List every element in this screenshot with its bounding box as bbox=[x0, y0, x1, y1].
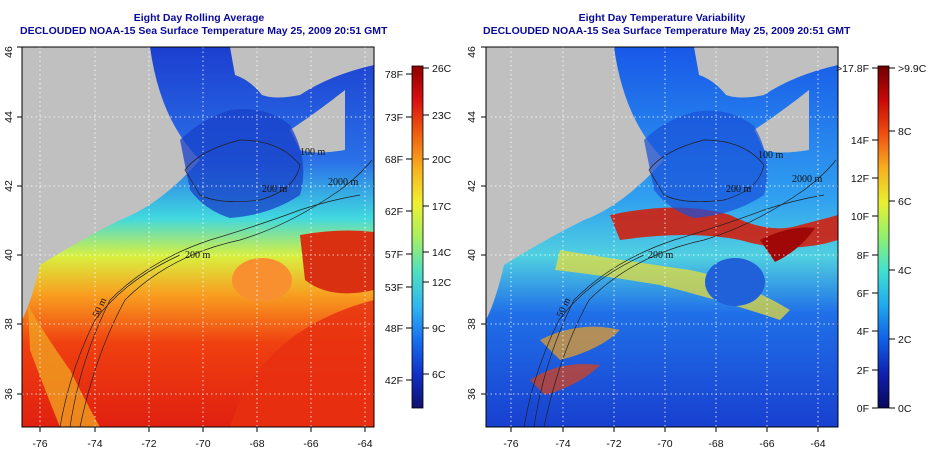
left-colorbar-f-label: 53F bbox=[385, 282, 403, 294]
left-isobaths bbox=[59, 139, 373, 427]
right-map bbox=[486, 47, 838, 427]
right-x-tick: -64 bbox=[810, 438, 825, 450]
right-x-tick: -72 bbox=[606, 438, 621, 450]
right-colorbar-c-label: 2C bbox=[898, 334, 912, 346]
right-contour-label-200m-b: 200 m bbox=[726, 184, 752, 195]
left-y-tick: 46 bbox=[3, 46, 15, 58]
left-colorbar-f-label: 57F bbox=[385, 249, 403, 261]
right-title-line2: DECLOUDED NOAA-15 Sea Surface Temperatur… bbox=[483, 25, 851, 37]
right-y-tick: 36 bbox=[466, 388, 478, 400]
left-colorbar-c-label: 23C bbox=[432, 110, 452, 122]
right-colorbar-c-label: 0C bbox=[898, 403, 912, 415]
left-contour-label-200m-a: 200 m bbox=[185, 250, 211, 261]
right-colorbar-f-label: 4F bbox=[857, 326, 869, 338]
left-colorbar-c-label: 17C bbox=[432, 201, 452, 213]
left-y-tick: 44 bbox=[3, 111, 15, 123]
left-x-axis bbox=[39, 427, 366, 432]
left-colorbar-ticks bbox=[406, 67, 429, 381]
right-y-axis bbox=[481, 46, 486, 395]
left-colorbar-c-label: 14C bbox=[432, 247, 452, 259]
right-x-tick: -68 bbox=[708, 438, 723, 450]
right-colorbar-f-label: 6F bbox=[857, 288, 869, 300]
left-title-line2: DECLOUDED NOAA-15 Sea Surface Temperatur… bbox=[20, 25, 388, 37]
left-colorbar-f-label: 78F bbox=[385, 69, 403, 81]
left-map bbox=[22, 47, 374, 427]
left-title: Eight Day Rolling Average DECLOUDED NOAA… bbox=[20, 12, 388, 38]
left-y-tick: 38 bbox=[3, 318, 15, 330]
left-x-tick: -66 bbox=[303, 438, 318, 450]
right-colorbar bbox=[877, 65, 890, 409]
right-x-tick: -76 bbox=[503, 438, 518, 450]
left-title-line1: Eight Day Rolling Average bbox=[133, 12, 265, 24]
right-contour-label-2000m: 2000 m bbox=[792, 174, 823, 185]
left-land-west bbox=[22, 47, 200, 265]
left-colorbar-c-label: 26C bbox=[432, 63, 452, 75]
right-y-tick: 42 bbox=[466, 180, 478, 192]
right-y-tick: 46 bbox=[466, 46, 478, 58]
left-x-tick: -76 bbox=[32, 438, 47, 450]
right-colorbar-f-label: 12F bbox=[851, 173, 869, 185]
right-y-tick: 40 bbox=[466, 249, 478, 261]
left-colorbar-c-label: 9C bbox=[432, 323, 446, 335]
right-colorbar-c-label: 4C bbox=[898, 265, 912, 277]
left-colorbar bbox=[411, 65, 424, 409]
left-contour-label-100m: 100 m bbox=[300, 147, 326, 158]
left-x-tick: -74 bbox=[87, 438, 102, 450]
right-y-tick: 38 bbox=[466, 318, 478, 330]
left-y-tick: 40 bbox=[3, 249, 15, 261]
right-colorbar-f-label: >17.8F bbox=[836, 63, 869, 75]
left-y-axis bbox=[17, 46, 22, 395]
left-grid bbox=[22, 47, 374, 427]
right-x-axis bbox=[510, 427, 819, 432]
left-x-tick: -70 bbox=[195, 438, 210, 450]
left-land-north bbox=[230, 47, 374, 98]
right-colorbar-c-label: >9.9C bbox=[898, 63, 927, 75]
right-colorbar-f-label: 0F bbox=[857, 403, 869, 415]
right-y-tick: 44 bbox=[466, 111, 478, 123]
right-colorbar-f-label: 8F bbox=[857, 250, 869, 262]
right-x-tick: -70 bbox=[657, 438, 672, 450]
right-colorbar-c-label: 6C bbox=[898, 196, 912, 208]
right-x-tick: -66 bbox=[759, 438, 774, 450]
right-title: Eight Day Temperature Variability DECLOU… bbox=[483, 12, 851, 38]
left-y-tick: 42 bbox=[3, 180, 15, 192]
left-colorbar-f-label: 68F bbox=[385, 154, 403, 166]
left-colorbar-c-label: 12C bbox=[432, 277, 452, 289]
right-colorbar-f-label: 10F bbox=[851, 211, 869, 223]
right-grid bbox=[486, 47, 838, 427]
left-x-tick: -72 bbox=[141, 438, 156, 450]
right-isobaths bbox=[523, 139, 837, 427]
right-title-line1: Eight Day Temperature Variability bbox=[578, 12, 746, 24]
left-map-frame bbox=[21, 46, 375, 428]
right-contour-label-200m-a: 200 m bbox=[648, 250, 674, 261]
left-contour-label-2000m: 2000 m bbox=[328, 177, 359, 188]
right-map-frame bbox=[485, 46, 839, 428]
left-colorbar-f-label: 62F bbox=[385, 206, 403, 218]
right-colorbar-f-label: 14F bbox=[851, 135, 869, 147]
right-colorbar-c-label: 8C bbox=[898, 126, 912, 138]
left-colorbar-f-label: 42F bbox=[385, 375, 403, 387]
left-x-tick: -64 bbox=[357, 438, 372, 450]
left-colorbar-f-label: 73F bbox=[385, 112, 403, 124]
right-land-west bbox=[486, 47, 664, 265]
right-colorbar-f-label: 2F bbox=[857, 365, 869, 377]
right-colorbar-ticks bbox=[872, 67, 895, 409]
left-colorbar-c-label: 20C bbox=[432, 154, 452, 166]
left-x-tick: -68 bbox=[249, 438, 264, 450]
left-colorbar-f-label: 48F bbox=[385, 323, 403, 335]
left-y-tick: 36 bbox=[3, 388, 15, 400]
right-x-tick: -74 bbox=[555, 438, 570, 450]
right-land-north bbox=[694, 47, 838, 98]
left-colorbar-c-label: 6C bbox=[432, 369, 446, 381]
left-contour-label-200m-b: 200 m bbox=[262, 184, 288, 195]
right-contour-label-100m: 100 m bbox=[758, 150, 784, 161]
